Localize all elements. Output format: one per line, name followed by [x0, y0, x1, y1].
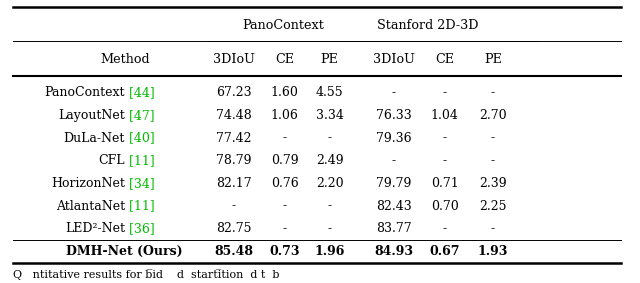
Text: -: - — [328, 222, 332, 235]
Text: -: - — [443, 86, 447, 99]
Text: DuLa-Net: DuLa-Net — [63, 132, 125, 145]
Text: 0.79: 0.79 — [271, 154, 299, 167]
Text: -: - — [443, 154, 447, 167]
Text: -: - — [232, 200, 236, 213]
Text: CFL: CFL — [99, 154, 125, 167]
Text: PanoContext: PanoContext — [44, 86, 125, 99]
Text: 0.73: 0.73 — [269, 245, 300, 258]
Text: 2.20: 2.20 — [316, 177, 344, 190]
Text: -: - — [392, 86, 396, 99]
Text: 83.77: 83.77 — [376, 222, 412, 235]
Text: Stanford 2D-3D: Stanford 2D-3D — [377, 19, 478, 32]
Text: -: - — [491, 132, 495, 145]
Text: 84.93: 84.93 — [374, 245, 413, 258]
Text: 79.79: 79.79 — [376, 177, 412, 190]
Text: 1.04: 1.04 — [431, 109, 459, 122]
Text: CE: CE — [435, 53, 454, 66]
Text: 82.43: 82.43 — [376, 200, 412, 213]
Text: 1.60: 1.60 — [271, 86, 299, 99]
Text: 67.23: 67.23 — [216, 86, 252, 99]
Text: 74.48: 74.48 — [216, 109, 252, 122]
Text: -: - — [283, 132, 287, 145]
Text: [44]: [44] — [125, 86, 154, 99]
Text: 4.55: 4.55 — [316, 86, 344, 99]
Text: PE: PE — [321, 53, 339, 66]
Text: [11]: [11] — [125, 200, 154, 213]
Text: [36]: [36] — [125, 222, 154, 235]
Text: 3.34: 3.34 — [316, 109, 344, 122]
Text: 1.93: 1.93 — [477, 245, 508, 258]
Text: 2.49: 2.49 — [316, 154, 344, 167]
Text: -: - — [443, 132, 447, 145]
Text: 76.33: 76.33 — [376, 109, 412, 122]
Text: 82.17: 82.17 — [216, 177, 252, 190]
Text: -: - — [328, 132, 332, 145]
Text: 3DIoU: 3DIoU — [372, 53, 415, 66]
Text: CE: CE — [275, 53, 294, 66]
Text: -: - — [283, 200, 287, 213]
Text: [40]: [40] — [125, 132, 154, 145]
Text: HorizonNet: HorizonNet — [51, 177, 125, 190]
Text: PE: PE — [484, 53, 502, 66]
Text: -: - — [491, 222, 495, 235]
Text: [34]: [34] — [125, 177, 154, 190]
Text: 79.36: 79.36 — [376, 132, 412, 145]
Text: 2.39: 2.39 — [479, 177, 507, 190]
Text: Q   ntitative results for b̅id    d  starti̅tion  d t  b: Q ntitative results for b̅id d starti̅ti… — [13, 269, 279, 280]
Text: 0.76: 0.76 — [271, 177, 299, 190]
Text: PanoContext: PanoContext — [243, 19, 324, 32]
Text: LED²-Net: LED²-Net — [65, 222, 125, 235]
Text: -: - — [491, 86, 495, 99]
Text: 0.67: 0.67 — [429, 245, 460, 258]
Text: -: - — [491, 154, 495, 167]
Text: 1.06: 1.06 — [271, 109, 299, 122]
Text: -: - — [443, 222, 447, 235]
Text: 78.79: 78.79 — [216, 154, 252, 167]
Text: 82.75: 82.75 — [216, 222, 252, 235]
Text: [11]: [11] — [125, 154, 154, 167]
Text: 77.42: 77.42 — [216, 132, 252, 145]
Text: DMH-Net (Ours): DMH-Net (Ours) — [67, 245, 183, 258]
Text: Method: Method — [100, 53, 150, 66]
Text: [47]: [47] — [125, 109, 154, 122]
Text: 1.96: 1.96 — [314, 245, 345, 258]
Text: 2.25: 2.25 — [479, 200, 506, 213]
Text: -: - — [283, 222, 287, 235]
Text: LayoutNet: LayoutNet — [58, 109, 125, 122]
Text: 85.48: 85.48 — [214, 245, 253, 258]
Text: 2.70: 2.70 — [479, 109, 507, 122]
Text: -: - — [328, 200, 332, 213]
Text: -: - — [392, 154, 396, 167]
Text: 0.70: 0.70 — [431, 200, 459, 213]
Text: 3DIoU: 3DIoU — [212, 53, 255, 66]
Text: AtlantaNet: AtlantaNet — [56, 200, 125, 213]
Text: 0.71: 0.71 — [431, 177, 459, 190]
